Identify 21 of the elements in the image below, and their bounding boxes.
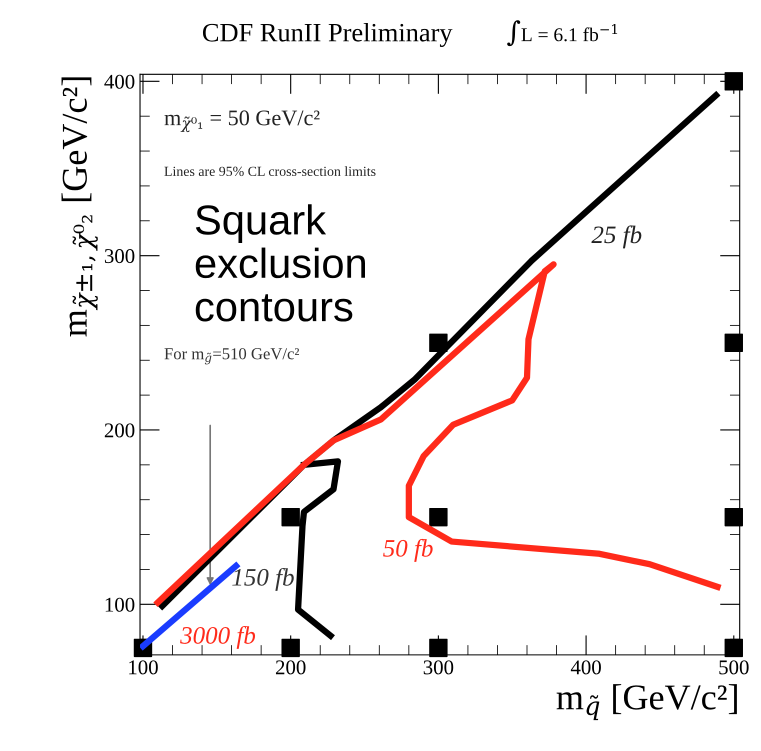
annotation: 25 fb [591, 225, 642, 248]
annotation: m$_{χ̃⁰₁}$ = 50 GeV/c² [164, 110, 320, 132]
annotation: Lines are 95% CL cross-section limits [164, 166, 376, 176]
x-tick-label: 100 [129, 660, 158, 674]
chart-title: CDF RunII Preliminary [202, 22, 452, 47]
annotation: 3000 fb [180, 626, 256, 649]
annotation: 50 fb [383, 538, 433, 562]
y-tick-label: 200 [104, 423, 134, 438]
annotation: Squark exclusion contours [196, 204, 365, 322]
y-axis-title: m$_{χ̃±₁,χ̃⁰₂}$ [GeV/c²] [62, 77, 98, 336]
y-tick-label: 400 [104, 74, 134, 89]
x-tick-label: 200 [276, 660, 306, 674]
annotation: For m$_{g̃}$=510 GeV/c² [164, 348, 300, 364]
x-tick-label: 500 [719, 660, 749, 674]
annotation: 150 fb [232, 568, 294, 591]
y-tick-label: 100 [106, 598, 134, 612]
x-tick-label: 300 [424, 660, 454, 674]
y-tick-label: 300 [104, 249, 134, 264]
chart-subtitle: ∫L = 6.1 fb$^{−1}$ [507, 20, 618, 46]
x-axis-title: m$_{q̃}$ [GeV/c²] [556, 684, 737, 720]
x-tick-label: 400 [570, 660, 601, 674]
